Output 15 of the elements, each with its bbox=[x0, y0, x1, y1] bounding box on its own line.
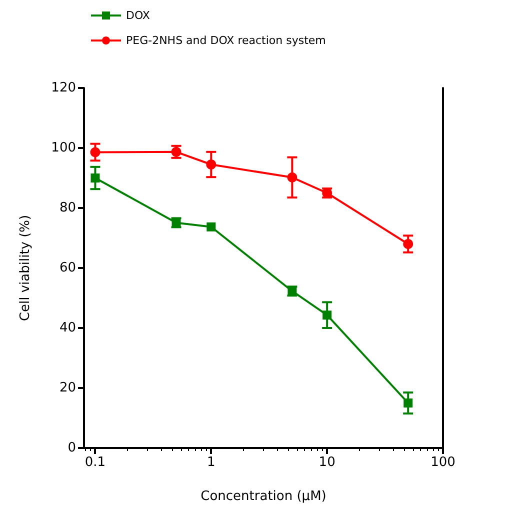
y-tick-label: 60 bbox=[59, 260, 76, 276]
y-tick-label: 0 bbox=[68, 440, 76, 456]
legend-label: PEG-2NHS and DOX reaction system bbox=[126, 34, 326, 47]
x-tick-label: 100 bbox=[430, 455, 456, 470]
y-tick-label: 40 bbox=[59, 320, 76, 336]
x-tick-label: 0.1 bbox=[84, 455, 106, 470]
y-tick-label: 20 bbox=[59, 380, 76, 396]
legend-label: DOX bbox=[126, 9, 150, 22]
y-tick-label: 120 bbox=[51, 80, 76, 96]
x-axis-title: Concentration (μM) bbox=[200, 489, 326, 504]
y-axis-title: Cell viability (%) bbox=[18, 214, 33, 322]
y-tick-label: 100 bbox=[51, 140, 76, 156]
y-tick-label: 80 bbox=[59, 200, 76, 216]
x-tick-label: 1 bbox=[207, 455, 216, 470]
x-tick-label: 10 bbox=[318, 455, 336, 470]
